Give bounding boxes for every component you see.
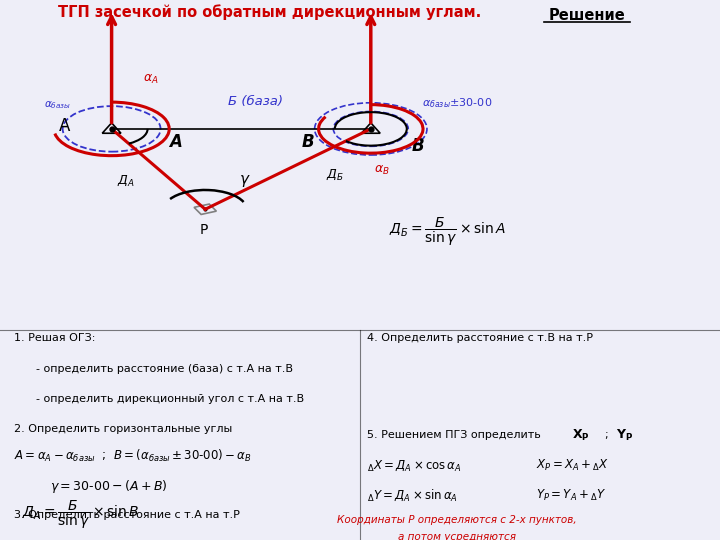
Text: $X_P = X_A + {_\Delta}X$: $X_P = X_A + {_\Delta}X$ [536, 458, 610, 473]
Text: $\alpha_{базы}$±30-00: $\alpha_{базы}$±30-00 [422, 96, 492, 110]
Text: $Д_Б = \dfrac{Б}{\sin\gamma} \times \sin A$: $Д_Б = \dfrac{Б}{\sin\gamma} \times \sin… [389, 216, 506, 248]
Text: 1. Решая ОГЗ:: 1. Решая ОГЗ: [14, 333, 96, 343]
Text: $Д_А$: $Д_А$ [117, 174, 135, 188]
Text: ТГП засечкой по обратным дирекционным углам.: ТГП засечкой по обратным дирекционным уг… [58, 4, 482, 19]
Text: 3. Определить расстояние с т.А на т.Р: 3. Определить расстояние с т.А на т.Р [14, 510, 240, 521]
Text: $Д_Б$: $Д_Б$ [326, 167, 343, 181]
Text: Решение: Решение [549, 8, 625, 23]
Text: $Д_А = \dfrac{Б}{\sin\gamma} \times \sin B$: $Д_А = \dfrac{Б}{\sin\gamma} \times \sin… [22, 498, 139, 530]
Text: A: A [59, 117, 71, 134]
Text: Координаты Р определяются с 2-х пунктов,: Координаты Р определяются с 2-х пунктов, [338, 515, 577, 525]
Text: - определить расстояние (база) с т.А на т.В: - определить расстояние (база) с т.А на … [36, 363, 293, 374]
Text: $_\Delta X = Д_A \times \cos\alpha_A$: $_\Delta X = Д_A \times \cos\alpha_A$ [367, 458, 462, 473]
Text: $\alpha_A$: $\alpha_A$ [143, 73, 159, 86]
Text: $\mathbf{X_P}$: $\mathbf{X_P}$ [572, 428, 590, 443]
Text: Р: Р [199, 224, 208, 238]
Text: 4. Определить расстояние с т.В на т.Р: 4. Определить расстояние с т.В на т.Р [367, 333, 593, 343]
Text: $\mathbf{Y_P}$: $\mathbf{Y_P}$ [616, 428, 633, 443]
Text: а потом усредняются: а потом усредняются [398, 532, 516, 540]
Text: 2. Определить горизонтальные углы: 2. Определить горизонтальные углы [14, 424, 233, 434]
Text: $\boldsymbol{A}$: $\boldsymbol{A}$ [168, 133, 182, 151]
Text: $_\Delta Y = Д_A \times \sin\alpha_A$: $_\Delta Y = Д_A \times \sin\alpha_A$ [367, 488, 458, 503]
Text: $\boldsymbol{B}$: $\boldsymbol{B}$ [301, 133, 314, 151]
Text: $\alpha_B$: $\alpha_B$ [374, 164, 390, 177]
Text: 5. Решением ПГЗ определить: 5. Решением ПГЗ определить [367, 430, 544, 441]
Text: $\gamma = 30\text{-}00 - (A + B)$: $\gamma = 30\text{-}00 - (A + B)$ [50, 478, 168, 495]
Text: $\gamma$: $\gamma$ [239, 173, 251, 189]
Text: - определить дирекционный угол с т.А на т.В: - определить дирекционный угол с т.А на … [36, 394, 304, 404]
Text: $Y_P = Y_A + {_\Delta}Y$: $Y_P = Y_A + {_\Delta}Y$ [536, 488, 607, 503]
Text: $A = \alpha_A - \alpha_{базы}$  ;  $B = (\alpha_{базы} \pm 30\text{-}00) - \alph: $A = \alpha_A - \alpha_{базы}$ ; $B = (\… [14, 448, 252, 464]
Text: B: B [411, 137, 424, 154]
Text: Б (база): Б (база) [228, 96, 283, 109]
Text: $\alpha_{базы}$: $\alpha_{базы}$ [44, 99, 71, 111]
Text: ;: ; [605, 430, 612, 441]
